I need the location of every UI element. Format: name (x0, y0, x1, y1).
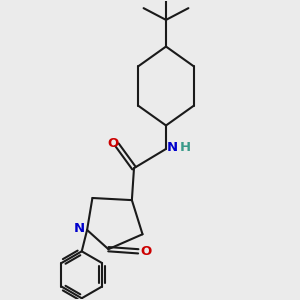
Text: N: N (167, 141, 178, 154)
Text: O: O (140, 245, 152, 258)
Text: H: H (180, 141, 191, 154)
Text: O: O (107, 137, 118, 150)
Text: N: N (74, 222, 85, 236)
